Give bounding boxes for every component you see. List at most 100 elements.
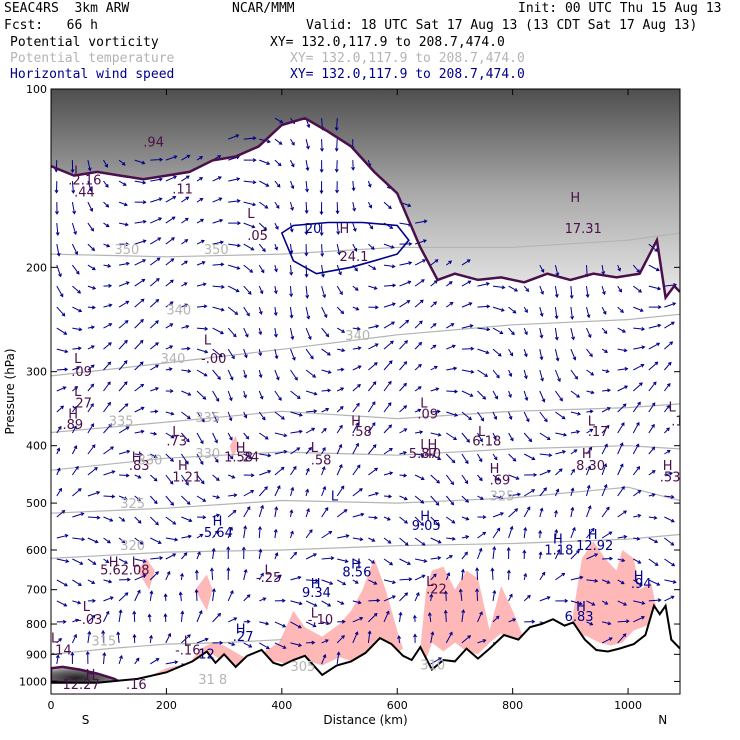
wind-arrow-744 xyxy=(554,348,560,362)
wind-arrow-812 xyxy=(617,306,624,313)
wind-arrow-827 xyxy=(617,619,630,624)
wind-arrow-638 xyxy=(461,369,475,374)
wind-arrow-333 xyxy=(258,348,263,357)
wind-arrow-316 xyxy=(243,506,251,518)
wind-arrow-838 xyxy=(632,443,640,455)
x-tick-label-800: 800 xyxy=(502,699,523,712)
wind-arrow-264 xyxy=(212,474,220,482)
wind-arrow-493 xyxy=(352,402,360,413)
wind-arrow-433 xyxy=(321,265,325,278)
wind-arrow-209 xyxy=(181,346,191,351)
wind-arrow-507 xyxy=(367,201,373,209)
wind-arrow-864 xyxy=(648,598,662,603)
wind-arrow-657 xyxy=(477,390,487,400)
wind-arrow-403 xyxy=(305,181,309,193)
wind-arrow-355 xyxy=(274,264,278,273)
field-label-28: 17.31 xyxy=(565,222,602,237)
model-line: SEAC4RS 3km ARW xyxy=(4,1,130,16)
wind-arrow-273 xyxy=(228,134,240,140)
wind-arrow-144 xyxy=(134,558,147,563)
wind-arrow-156 xyxy=(149,277,160,287)
wind-arrow-429 xyxy=(319,181,324,195)
wind-arrow-171 xyxy=(149,590,154,601)
wind-arrow-29 xyxy=(71,243,79,256)
wind-arrow-511 xyxy=(368,285,378,290)
wind-arrow-818 xyxy=(617,422,625,434)
wind-arrow-157 xyxy=(149,298,160,308)
wind-arrow-843 xyxy=(633,558,642,564)
wind-arrow-857 xyxy=(648,446,656,455)
wind-arrow-305 xyxy=(243,285,252,295)
wind-arrow-352 xyxy=(274,201,280,209)
wind-arrow-370 xyxy=(274,574,282,581)
wind-arrow-686 xyxy=(492,615,500,623)
wind-arrow-844 xyxy=(633,579,643,586)
plot-frame xyxy=(50,88,681,695)
wind-arrow-668 xyxy=(477,611,483,623)
wind-arrow-452 xyxy=(321,653,327,665)
wind-arrow-335 xyxy=(258,390,264,400)
wind-arrow-114 xyxy=(118,449,131,455)
wind-arrow-554 xyxy=(399,261,413,266)
wind-arrow-875 xyxy=(664,471,674,476)
wind-arrow-20 xyxy=(56,579,68,587)
wind-arrow-35 xyxy=(72,366,81,371)
wind-arrow-598 xyxy=(430,344,437,350)
field-label-74: L xyxy=(265,564,273,579)
wind-arrow-490 xyxy=(352,346,362,351)
wind-arrow-720 xyxy=(523,594,531,602)
wind-arrow-481 xyxy=(351,160,356,171)
wind-arrow-21 xyxy=(56,600,68,607)
wind-arrow-163 xyxy=(150,431,158,436)
wind-arrow-684 xyxy=(490,567,495,580)
wind-arrow-147 xyxy=(132,610,137,622)
wind-arrow-639 xyxy=(461,390,474,397)
wind-arrow-46 xyxy=(72,600,82,605)
wind-arrow-601 xyxy=(430,409,441,414)
wind-arrow-876 xyxy=(664,494,675,499)
wind-arrow-649 xyxy=(458,588,463,601)
wind-arrow-624 xyxy=(445,474,455,486)
wind-arrow-728 xyxy=(539,390,546,403)
wind-arrow-464 xyxy=(337,348,346,353)
wind-arrow-233 xyxy=(196,326,209,331)
wind-arrow-556 xyxy=(399,300,411,308)
wind-arrow-741 xyxy=(554,286,559,298)
x-tick-label-0: 0 xyxy=(48,699,55,712)
wind-arrow-811 xyxy=(617,285,622,293)
wind-arrow-488 xyxy=(352,306,360,311)
wind-arrow-369 xyxy=(274,552,279,560)
wind-arrow-792 xyxy=(601,285,606,296)
wind-arrow-571 xyxy=(398,611,403,622)
wind-arrow-559 xyxy=(399,361,408,371)
wind-arrow-709 xyxy=(523,369,528,380)
wind-arrow-582 xyxy=(414,408,422,413)
wind-arrow-373 xyxy=(274,642,287,649)
wind-arrow-524 xyxy=(368,558,375,564)
wind-arrow-661 xyxy=(477,474,483,482)
wind-arrow-188 xyxy=(165,432,175,439)
wind-arrow-195 xyxy=(165,570,171,581)
field-label-66: H xyxy=(553,533,563,548)
wind-arrow-414 xyxy=(306,409,318,414)
wind-arrow-386 xyxy=(290,369,298,381)
field-label-87: -.16 xyxy=(175,643,200,658)
field-label-102: 310 xyxy=(420,659,445,674)
wind-arrow-576 xyxy=(414,279,425,287)
wind-arrow-189 xyxy=(165,453,174,462)
wind-arrow-557 xyxy=(399,319,410,329)
wind-arrow-778 xyxy=(586,369,595,376)
wind-arrow-93 xyxy=(103,537,111,544)
wind-arrow-815 xyxy=(617,367,629,371)
wind-arrow-731 xyxy=(539,453,553,458)
wind-arrow-40 xyxy=(71,465,79,476)
wind-arrow-608 xyxy=(430,556,442,560)
field-label-78: H xyxy=(634,569,644,584)
wind-arrow-385 xyxy=(290,348,296,361)
field-label-49: L xyxy=(478,425,486,440)
wind-arrow-475 xyxy=(336,579,347,586)
wind-arrow-131 xyxy=(134,278,146,287)
wind-arrow-512 xyxy=(368,305,379,310)
wind-arrow-431 xyxy=(319,223,324,237)
wind-arrow-132 xyxy=(134,298,145,308)
